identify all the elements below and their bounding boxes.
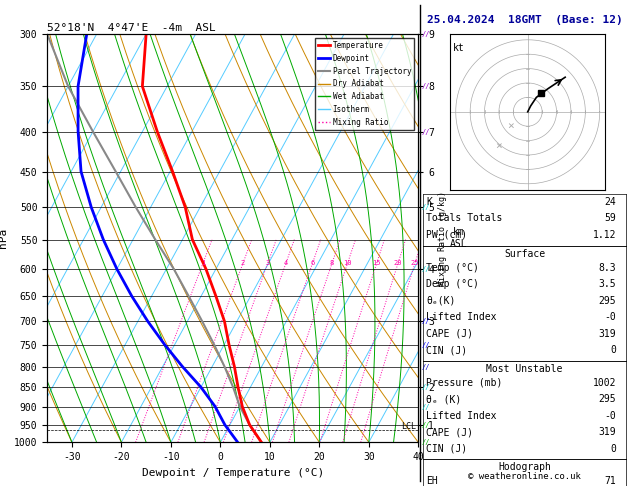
Text: 3: 3 xyxy=(265,260,270,266)
Text: Lifted Index: Lifted Index xyxy=(426,312,497,322)
Text: 71: 71 xyxy=(604,476,616,486)
Text: 59: 59 xyxy=(604,213,616,224)
Text: -0: -0 xyxy=(604,411,616,421)
Text: //: // xyxy=(421,129,430,135)
Text: Surface: Surface xyxy=(504,249,545,259)
Text: Pressure (mb): Pressure (mb) xyxy=(426,378,503,388)
Text: 8.3: 8.3 xyxy=(599,263,616,273)
Text: 295: 295 xyxy=(599,296,616,306)
Text: ×: × xyxy=(496,141,503,151)
Text: //: // xyxy=(421,31,430,37)
Text: CIN (J): CIN (J) xyxy=(426,346,467,355)
Text: //: // xyxy=(421,439,430,445)
Text: Hodograph: Hodograph xyxy=(498,462,551,472)
Text: Temp (°C): Temp (°C) xyxy=(426,263,479,273)
Text: kt: kt xyxy=(453,43,465,52)
Text: θₑ(K): θₑ(K) xyxy=(426,296,456,306)
Text: 10: 10 xyxy=(343,260,352,266)
Text: 3.5: 3.5 xyxy=(599,279,616,289)
Text: 295: 295 xyxy=(599,394,616,404)
Text: //: // xyxy=(421,342,430,347)
Text: //: // xyxy=(421,266,430,272)
Text: 25.04.2024  18GMT  (Base: 12): 25.04.2024 18GMT (Base: 12) xyxy=(426,15,623,25)
Text: //: // xyxy=(421,364,430,369)
Text: 0: 0 xyxy=(611,444,616,454)
Text: ×: × xyxy=(507,121,514,131)
Text: Totals Totals: Totals Totals xyxy=(426,213,503,224)
Text: //: // xyxy=(421,318,430,324)
X-axis label: Dewpoint / Temperature (°C): Dewpoint / Temperature (°C) xyxy=(142,468,324,478)
Legend: Temperature, Dewpoint, Parcel Trajectory, Dry Adiabat, Wet Adiabat, Isotherm, Mi: Temperature, Dewpoint, Parcel Trajectory… xyxy=(315,38,415,130)
Text: -0: -0 xyxy=(604,312,616,322)
Text: 319: 319 xyxy=(599,427,616,437)
Text: //: // xyxy=(421,384,430,390)
Text: 0: 0 xyxy=(611,346,616,355)
Text: 6: 6 xyxy=(310,260,314,266)
Y-axis label: hPa: hPa xyxy=(0,228,8,248)
Text: 15: 15 xyxy=(372,260,381,266)
Text: K: K xyxy=(426,197,432,207)
Text: Lifted Index: Lifted Index xyxy=(426,411,497,421)
Text: LCL: LCL xyxy=(401,422,416,431)
Text: 8: 8 xyxy=(330,260,334,266)
Text: 24: 24 xyxy=(604,197,616,207)
Text: 319: 319 xyxy=(599,329,616,339)
Text: θₑ (K): θₑ (K) xyxy=(426,394,462,404)
Text: 1: 1 xyxy=(201,260,205,266)
Text: 25: 25 xyxy=(411,260,419,266)
Text: 52°18'N  4°47'E  -4m  ASL: 52°18'N 4°47'E -4m ASL xyxy=(47,23,216,33)
Text: 1.12: 1.12 xyxy=(593,230,616,240)
Text: EH: EH xyxy=(426,476,438,486)
Text: //: // xyxy=(421,204,430,210)
Y-axis label: km
ASL: km ASL xyxy=(450,227,468,249)
Text: //: // xyxy=(421,422,430,428)
Text: 1002: 1002 xyxy=(593,378,616,388)
Text: PW (cm): PW (cm) xyxy=(426,230,467,240)
Text: CAPE (J): CAPE (J) xyxy=(426,427,474,437)
Text: //: // xyxy=(421,403,430,410)
Text: Dewp (°C): Dewp (°C) xyxy=(426,279,479,289)
Text: Mixing Ratio (g/kg): Mixing Ratio (g/kg) xyxy=(438,191,447,286)
Text: 2: 2 xyxy=(241,260,245,266)
Text: //: // xyxy=(421,83,430,89)
Text: © weatheronline.co.uk: © weatheronline.co.uk xyxy=(468,472,581,481)
Text: CIN (J): CIN (J) xyxy=(426,444,467,454)
Text: CAPE (J): CAPE (J) xyxy=(426,329,474,339)
Text: Most Unstable: Most Unstable xyxy=(486,364,563,374)
Text: 4: 4 xyxy=(284,260,288,266)
Text: 20: 20 xyxy=(394,260,403,266)
